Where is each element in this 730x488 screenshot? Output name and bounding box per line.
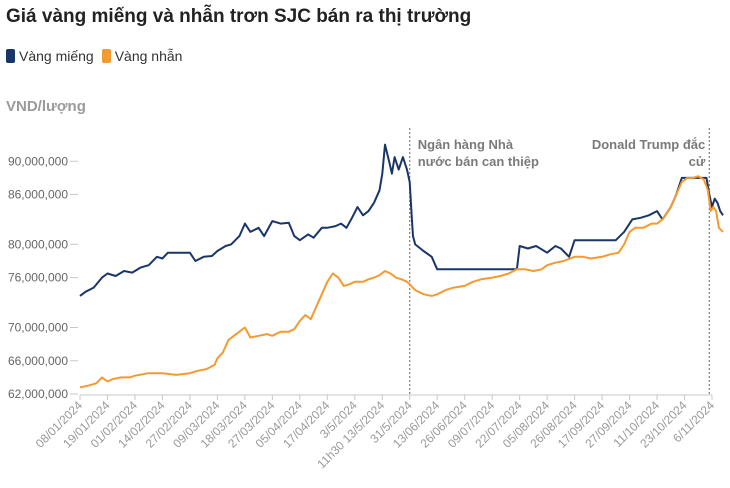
y-tick-label: 86,000,000: [8, 188, 68, 202]
legend-swatch-vang-mieng: [6, 49, 15, 63]
y-axis-label: VND/lượng: [6, 98, 86, 115]
annotation-text: Donald Trump đắc: [592, 137, 705, 152]
legend-item-vang-mieng: Vàng miếng: [6, 48, 94, 64]
y-tick-label: 62,000,000: [8, 387, 68, 401]
annotation-text: Ngân hàng Nhà: [418, 137, 514, 152]
y-tick-label: 66,000,000: [8, 354, 68, 368]
annotation-text: nước bán can thiệp: [418, 154, 539, 169]
y-tick-label: 76,000,000: [8, 271, 68, 285]
y-tick-label: 80,000,000: [8, 237, 68, 251]
y-tick-label: 70,000,000: [8, 321, 68, 335]
series-line-vang-mieng: [79, 143, 724, 297]
series-line-vang-nhan: [79, 175, 724, 389]
legend: Vàng miếng Vàng nhẫn: [6, 48, 182, 64]
legend-swatch-vang-nhan: [101, 49, 111, 63]
legend-label-vang-nhan: Vàng nhẫn: [114, 48, 183, 64]
y-tick-label: 90,000,000: [8, 154, 68, 168]
legend-item-vang-nhan: Vàng nhẫn: [101, 48, 183, 64]
annotation-text: cử: [689, 154, 706, 169]
chart-title: Giá vàng miếng và nhẫn trơn SJC bán ra t…: [6, 6, 472, 27]
legend-label-vang-mieng: Vàng miếng: [19, 48, 94, 64]
